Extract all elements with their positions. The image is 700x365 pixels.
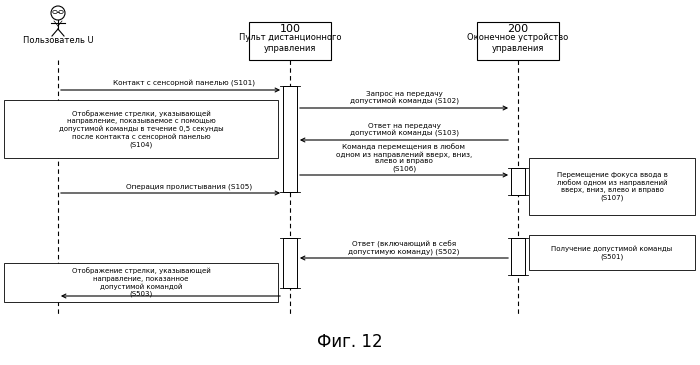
Text: Ответ на передачу
допустимой команды (S103): Ответ на передачу допустимой команды (S1… <box>349 123 458 137</box>
Text: Перемещение фокуса ввода в
любом одном из направлений
вверх, вниз, влево и вправ: Перемещение фокуса ввода в любом одном и… <box>556 172 667 201</box>
Bar <box>511 168 525 195</box>
Bar <box>511 238 525 275</box>
Text: Контакт с сенсорной панелью (S101): Контакт с сенсорной панелью (S101) <box>113 80 255 87</box>
Bar <box>529 158 695 215</box>
Text: 100: 100 <box>279 24 300 34</box>
Bar <box>283 238 297 288</box>
Text: Ответ (включающий в себя
допустимую команду) (S502): Ответ (включающий в себя допустимую кома… <box>349 240 460 255</box>
Text: Отображение стрелки, указывающей
направление, показываемое с помощью
допустимой : Отображение стрелки, указывающей направл… <box>59 110 223 148</box>
Bar <box>4 100 278 158</box>
Text: Пользователь U: Пользователь U <box>22 36 93 45</box>
Bar <box>283 86 297 192</box>
Bar <box>477 22 559 60</box>
Text: Пульт дистанционного
управления: Пульт дистанционного управления <box>239 33 342 53</box>
Bar <box>529 235 695 270</box>
Text: Оконечное устройство
управления: Оконечное устройство управления <box>468 33 568 53</box>
Bar <box>249 22 331 60</box>
Text: Фиг. 12: Фиг. 12 <box>317 333 383 351</box>
Text: Запрос на передачу
допустимой команды (S102): Запрос на передачу допустимой команды (S… <box>349 91 458 105</box>
Bar <box>4 263 278 302</box>
Text: Получение допустимой команды
(S501): Получение допустимой команды (S501) <box>552 245 673 260</box>
Text: Операция пролистывания (S105): Операция пролистывания (S105) <box>126 184 252 190</box>
Text: Отображение стрелки, указывающей
направление, показанное
допустимой командой
(S5: Отображение стрелки, указывающей направл… <box>71 268 211 297</box>
Text: Команда перемещения в любом
одном из направлений вверх, вниз,
влево и вправо
(S1: Команда перемещения в любом одном из нап… <box>336 143 472 172</box>
Text: 200: 200 <box>508 24 528 34</box>
